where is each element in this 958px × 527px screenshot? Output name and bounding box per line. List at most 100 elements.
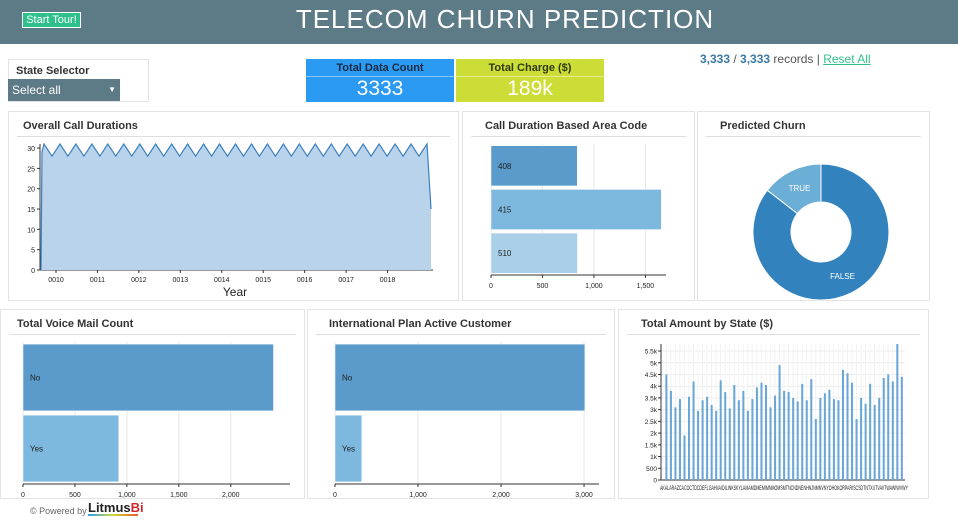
bar-label: Yes (342, 445, 355, 454)
logo-bi: Bi (130, 500, 144, 515)
x-tick-label: 0012 (131, 277, 147, 284)
y-tick-label: 4k (650, 384, 658, 391)
y-tick-label: 0 (31, 268, 35, 275)
panel-title: Total Amount by State ($) (641, 318, 773, 330)
bar-label: 415 (498, 206, 512, 215)
state-bar (869, 383, 872, 480)
slice-label: TRUE (789, 184, 811, 193)
state-bar (764, 385, 768, 480)
call-duration-area (41, 144, 431, 270)
bar-no (334, 343, 586, 412)
x-tick-label: 0016 (297, 277, 313, 284)
chevron-down-icon: ▼ (108, 85, 116, 94)
panel-title: Total Voice Mail Count (17, 318, 134, 330)
state-bar (841, 369, 844, 480)
state-bar (787, 392, 790, 480)
state-bar (887, 374, 890, 480)
state-bar (778, 365, 781, 480)
state-bar (882, 378, 885, 480)
records-separator: / (730, 52, 741, 66)
panel-divider (316, 334, 606, 335)
state-bar (692, 381, 695, 480)
x-tick-label: 1,500 (637, 283, 655, 290)
records-selected: 3,333 (700, 52, 731, 66)
bar-yes (334, 414, 363, 483)
state-bar (832, 399, 835, 480)
state-bar (896, 344, 899, 480)
panel-title: Call Duration Based Area Code (485, 120, 648, 132)
y-tick-label: 2k (650, 431, 658, 438)
x-tick-label: 0014 (214, 277, 230, 284)
y-tick-label: 25 (27, 166, 35, 173)
state-bar (719, 380, 722, 480)
y-tick-label: 1.5k (645, 442, 658, 449)
x-tick-label: 2,000 (222, 492, 240, 499)
powered-by-text: © Powered by (30, 506, 87, 516)
x-tick-label: 0010 (48, 277, 64, 284)
voice-mail-chart[interactable]: 0 500 1,000 1,500 2,000 No Yes (1, 334, 306, 500)
x-tick-label: 1,000 (118, 492, 136, 499)
bar-yes (22, 414, 120, 483)
bar-label: No (30, 374, 41, 383)
y-tick-label: 20 (27, 187, 35, 194)
state-bar (728, 408, 731, 480)
state-bar (774, 395, 777, 480)
panel-divider (627, 334, 920, 335)
state-bar (665, 374, 668, 480)
state-bar (823, 393, 826, 480)
x-tick-label: 2,000 (492, 492, 510, 499)
start-tour-button[interactable]: Start Tour! (22, 12, 81, 28)
y-tick-label: 30 (27, 146, 35, 153)
panel-title: International Plan Active Customer (329, 318, 512, 330)
kpi-label: Total Charge ($) (456, 59, 604, 77)
panel-divider (706, 136, 921, 137)
state-bar (900, 376, 903, 480)
y-tick-label: 500 (646, 466, 657, 473)
x-tick-label: 500 (537, 283, 549, 290)
bar-label: 510 (498, 249, 512, 258)
state-bar (864, 403, 867, 480)
state-bar (878, 397, 881, 480)
x-tick-label: 1,000 (409, 492, 427, 499)
state-bar (792, 397, 795, 480)
x-tick-label: 3,000 (575, 492, 593, 499)
x-tick-label: 0015 (255, 277, 271, 284)
x-tick-label: 0 (489, 283, 493, 290)
y-tick-label: 10 (27, 227, 35, 234)
x-axis-label: Year (223, 285, 247, 299)
state-bar (710, 404, 713, 480)
state-bar (678, 399, 681, 480)
records-summary: 3,333 / 3,333 records | Reset All (700, 52, 871, 66)
state-bar (669, 390, 672, 480)
area-code-chart[interactable]: 0 500 1,000 1,500 408 415 510 (463, 136, 696, 304)
intl-plan-chart[interactable]: 0 1,000 2,000 3,000 No Yes (308, 334, 616, 500)
y-tick-label: 0 (653, 478, 657, 485)
panel-title: Predicted Churn (720, 120, 806, 132)
state-bar (796, 401, 799, 480)
state-bar (697, 410, 700, 480)
x-tick-label: 1,500 (170, 492, 188, 499)
state-bar (688, 396, 691, 480)
logo-underline (88, 514, 138, 516)
x-tick-label: 0017 (338, 277, 354, 284)
panel-title: Overall Call Durations (23, 120, 138, 132)
reset-all-link[interactable]: Reset All (823, 52, 871, 66)
x-tick-label: 0013 (173, 277, 189, 284)
state-bar (674, 407, 677, 480)
call-durations-chart[interactable]: 0 5 10 15 20 25 30 0010 0011 0012 0013 0014 0015 0016… (9, 136, 460, 304)
state-bar (819, 397, 822, 480)
y-tick-label: 2.5k (645, 419, 658, 426)
kpi-value: 189k (507, 77, 553, 100)
slice-false (752, 163, 890, 301)
bar-label: Yes (30, 445, 43, 454)
predicted-churn-chart[interactable]: TRUE FALSE (698, 136, 931, 304)
litmusbi-logo[interactable]: LitmusBi (88, 500, 144, 515)
amount-state-chart[interactable]: 0 500 1k 1.5k 2k 2.5k 3k 3.5k 4k 4.5k 5k 5.5k AKALAR… (619, 334, 930, 500)
kpi-total-data-count: Total Data Count 3333 (306, 59, 454, 102)
voice-mail-panel: Total Voice Mail Count 0 500 1,000 1,500 2,0… (0, 309, 305, 499)
state-select-dropdown[interactable]: Select all ▼ (8, 79, 120, 101)
state-bar (846, 373, 849, 480)
y-tick-label: 1k (650, 454, 658, 461)
x-tick-labels: AKALARAZCACOCTDCDEFLGAHIIAIDILINKSKYLAMA… (660, 485, 908, 492)
slice-label: FALSE (830, 272, 855, 281)
